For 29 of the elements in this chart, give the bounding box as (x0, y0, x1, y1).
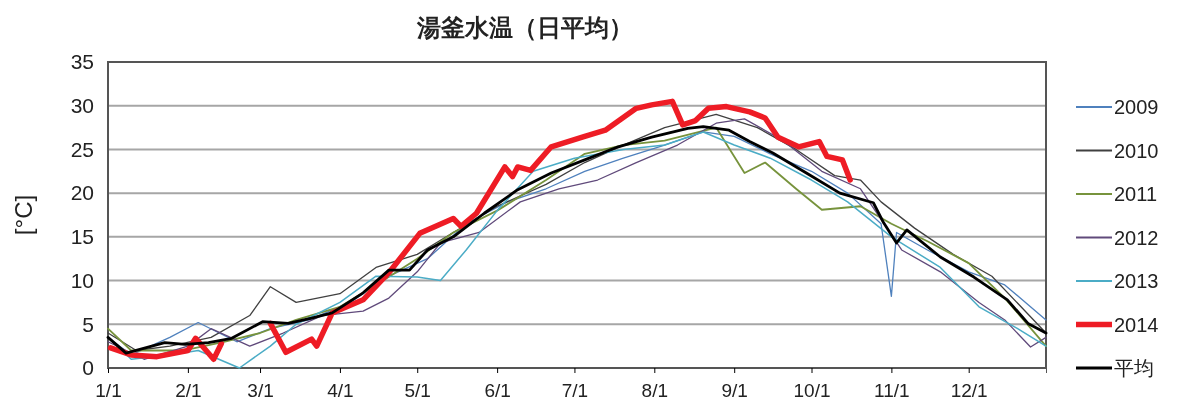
legend-label: 2012 (1114, 226, 1159, 249)
x-tick-label: 3/1 (247, 379, 274, 401)
legend-label: 平均 (1114, 357, 1154, 379)
x-tick-label: 8/1 (641, 379, 669, 401)
legend-label: 2013 (1114, 270, 1159, 292)
y-tick-label: 35 (70, 50, 94, 74)
x-tick-label: 7/1 (561, 379, 589, 401)
y-tick-label: 0 (82, 356, 94, 380)
x-tick-label: 11/1 (874, 379, 910, 401)
x-tick-label: 5/1 (404, 379, 431, 401)
legend-label: 2011 (1114, 183, 1158, 205)
y-axis-title: [°C] (10, 194, 37, 236)
x-tick-label: 6/1 (484, 379, 511, 401)
y-tick-label: 15 (70, 225, 94, 249)
x-tick-label: 12/1 (950, 379, 988, 401)
x-tick-label: 10/1 (793, 379, 831, 401)
y-tick-label: 20 (70, 181, 94, 205)
legend-label: 2009 (1114, 96, 1159, 118)
legend-label: 2010 (1114, 139, 1159, 162)
y-tick-label: 5 (82, 312, 94, 336)
y-tick-label: 30 (70, 93, 94, 117)
legend-label: 2014 (1114, 313, 1159, 336)
x-tick-label: 2/1 (175, 379, 202, 401)
chart-title: 湯釜水温（日平均） (416, 14, 633, 41)
y-tick-label: 25 (70, 137, 94, 161)
y-tick-label: 10 (70, 268, 94, 292)
x-tick-label: 9/1 (721, 379, 748, 401)
x-tick-label: 4/1 (327, 379, 354, 401)
x-tick-label: 1/1 (95, 379, 122, 401)
